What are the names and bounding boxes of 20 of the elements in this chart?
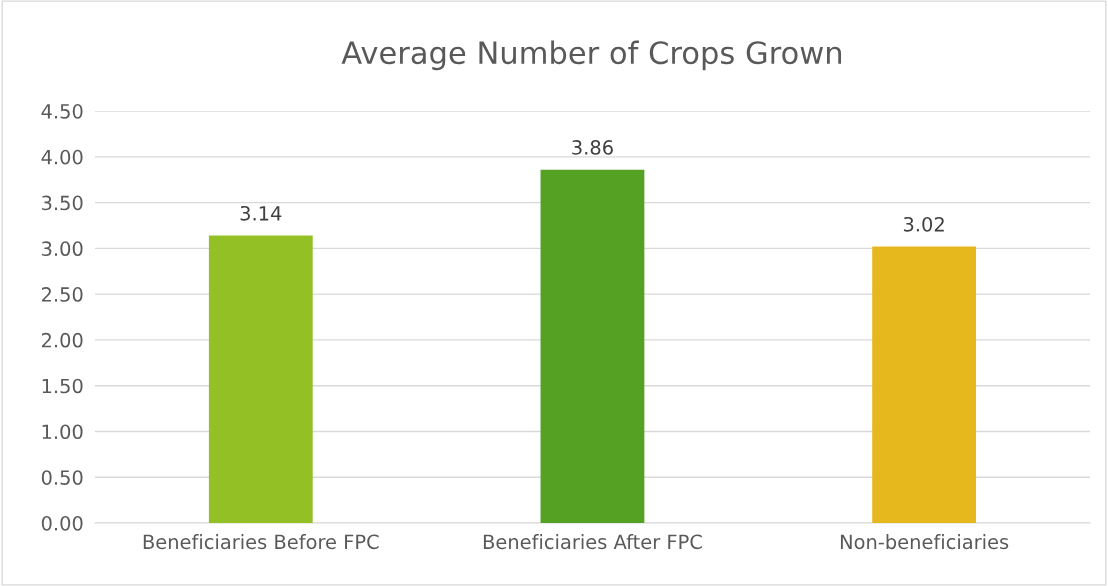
y-tick-label: 4.00 bbox=[41, 149, 83, 165]
data-label: 3.86 bbox=[572, 140, 613, 155]
y-tick-label: 2.00 bbox=[41, 332, 83, 348]
bar bbox=[208, 235, 313, 523]
y-tick-label: 4.50 bbox=[41, 104, 83, 119]
y-tick-label: 3.00 bbox=[42, 241, 83, 257]
y-tick-label: 0.50 bbox=[41, 470, 83, 485]
y-tick-label: 0.00 bbox=[41, 515, 83, 531]
data-label: 3.14 bbox=[240, 205, 282, 221]
bar bbox=[540, 169, 645, 523]
y-tick-label: 1.50 bbox=[42, 378, 83, 394]
x-tick-label: Non-beneficiaries bbox=[840, 534, 1009, 550]
x-tick-label: Beneficiaries Before FPC bbox=[143, 534, 379, 550]
y-tick-label: 2.50 bbox=[41, 287, 83, 302]
data-label: 3.02 bbox=[903, 216, 944, 232]
bar bbox=[872, 246, 977, 523]
x-tick-label: Beneficiaries After FPC bbox=[483, 534, 702, 550]
y-tick-label: 1.00 bbox=[42, 424, 83, 440]
chart-title: Average Number of Crops Grown bbox=[341, 40, 842, 71]
y-tick-label: 3.50 bbox=[42, 195, 83, 211]
